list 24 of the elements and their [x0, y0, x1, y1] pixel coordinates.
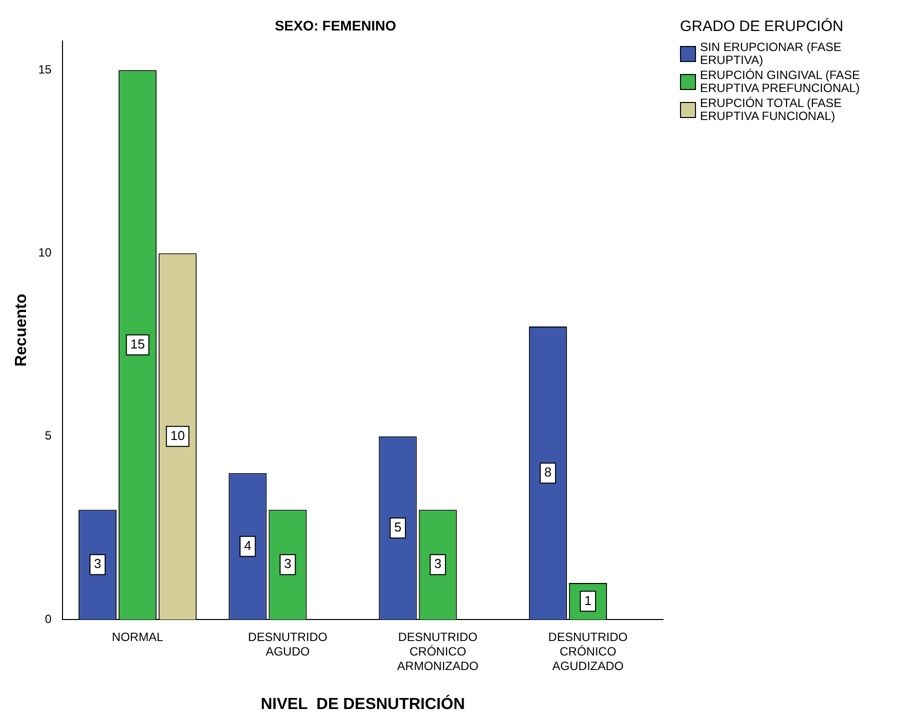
data-label: 3	[284, 556, 292, 572]
x-tick-label: NORMAL	[112, 630, 164, 644]
x-tick-label: DESNUTRIDO AGUDO	[248, 630, 328, 659]
legend-label: SIN ERUPCIONAR (FASE ERUPTIVA)	[700, 40, 842, 67]
x-axis-title: NIVEL DE DESNUTRICIÓN	[260, 694, 465, 713]
y-tick-label: 5	[44, 428, 52, 443]
data-label: 10	[170, 428, 185, 444]
data-label: 8	[544, 464, 552, 480]
y-tick-label: 15	[38, 62, 52, 76]
data-label: 5	[394, 520, 402, 535]
legend-title: GRADO DE ERUPCIÓN	[680, 18, 844, 35]
y-axis-title: Recuento	[13, 294, 30, 367]
data-label: 3	[434, 556, 442, 572]
data-label: 3	[94, 556, 102, 572]
y-tick-label: 10	[38, 246, 52, 260]
x-tick-label: DESNUTRIDO CRÓNICO ARMONIZADO	[397, 630, 478, 673]
data-label: 1	[584, 592, 592, 608]
legend-label: ERUPCIÓN GINGIVAL (FASE ERUPTIVA PREFUNCIONAL)	[700, 68, 862, 95]
chart-title: SEXO: FEMENINO	[274, 17, 396, 34]
x-tick-label: DESNUTRIDO CRÓNICO AGUDIZADO	[548, 630, 628, 673]
y-tick-label: 0	[44, 612, 52, 626]
data-label: 4	[244, 538, 252, 553]
legend-label: ERUPCIÓN TOTAL (FASE ERUPTIVA FUNCIONAL)	[700, 96, 843, 123]
data-label: 15	[130, 336, 145, 352]
